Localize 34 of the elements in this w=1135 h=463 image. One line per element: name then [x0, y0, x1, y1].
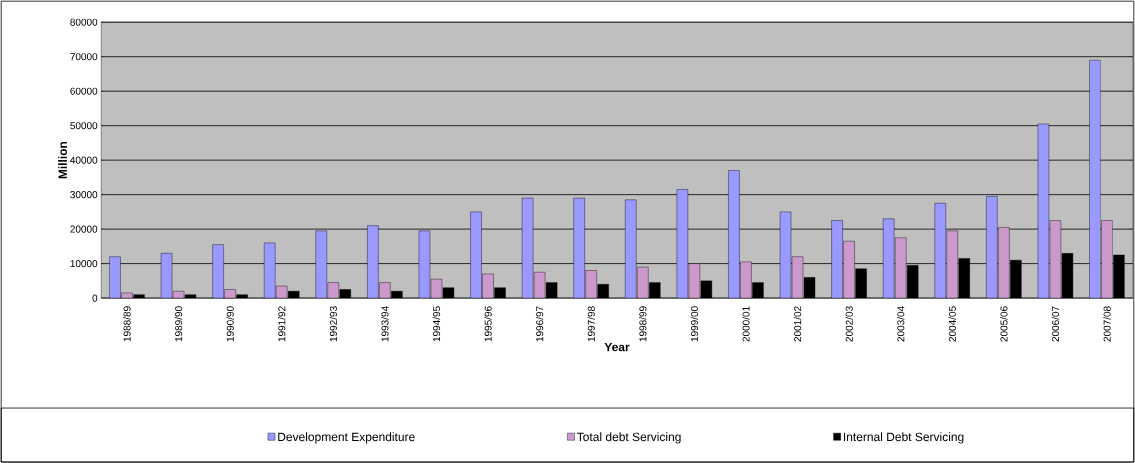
x-tick-label: 1997/98 — [587, 306, 595, 342]
legend-label: Total debt Servicing — [576, 432, 681, 444]
y-tick-label: 0 — [92, 294, 98, 302]
x-tick-label: 2005/06 — [1000, 306, 1008, 342]
x-tick-label: 2003/04 — [897, 306, 905, 342]
legend-label: Development Expenditure — [278, 432, 415, 444]
x-tick-label: 1992/93 — [329, 306, 337, 342]
y-tick-label: 10000 — [70, 259, 98, 268]
y-tick-label: 20000 — [70, 225, 98, 233]
y-tick-label: 30000 — [70, 190, 98, 199]
x-tick-label: 1990/90 — [226, 306, 234, 342]
x-tick-label: 1989/90 — [174, 306, 183, 342]
legend-label: Internal Debt Servicing — [843, 432, 964, 444]
x-tick-label: 2000/01 — [742, 306, 750, 342]
x-tick-label: 1988/89 — [123, 306, 131, 342]
y-tick-label: 70000 — [70, 53, 98, 61]
x-tick-label: 2007/08 — [1103, 306, 1111, 342]
x-tick-label: 1991/92 — [278, 306, 286, 342]
y-tick-label: 40000 — [70, 156, 98, 164]
x-tick-label: 1993/94 — [381, 306, 389, 342]
x-tick-label: 2002/03 — [845, 306, 853, 342]
x-tick-label: 1994/95 — [432, 306, 441, 342]
y-tick-label: 60000 — [70, 87, 98, 95]
x-tick-label: 2006/07 — [1051, 306, 1060, 342]
y-tick-label: 80000 — [70, 18, 98, 26]
x-tick-label: 2004/05 — [948, 306, 956, 342]
y-tick-label: 50000 — [70, 122, 98, 130]
x-axis-title: Year — [604, 342, 630, 352]
x-tick-label: 1999/00 — [690, 306, 699, 342]
y-axis-title: Million — [58, 141, 67, 179]
x-tick-label: 1998/99 — [639, 306, 647, 342]
x-tick-label: 2001/02 — [793, 306, 802, 342]
x-tick-label: 1996/97 — [535, 306, 544, 342]
x-tick-label: 1995/96 — [484, 306, 492, 342]
